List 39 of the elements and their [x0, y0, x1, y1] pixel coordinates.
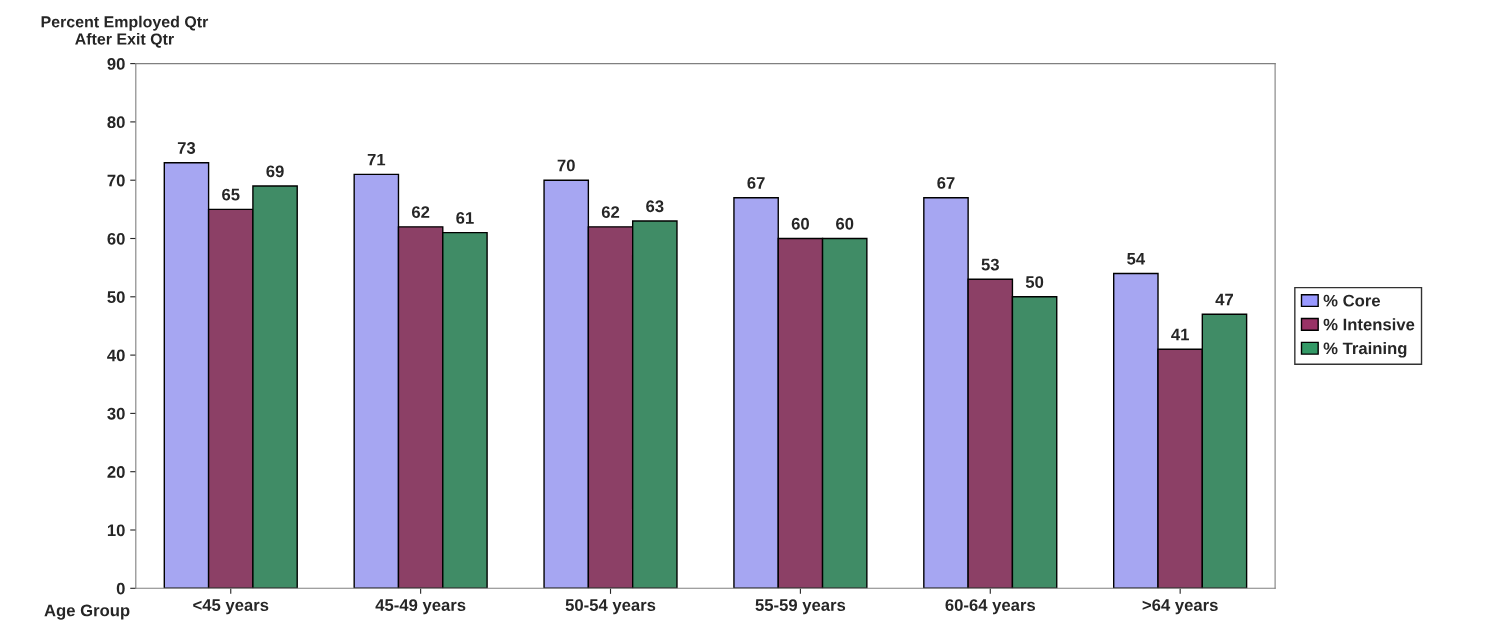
data-label: 53: [981, 258, 999, 271]
y-tick-label: 40: [107, 349, 125, 362]
data-label: 63: [646, 200, 664, 213]
y-tick-label: 0: [116, 582, 125, 595]
data-label: 41: [1171, 328, 1189, 341]
data-label: 67: [937, 177, 955, 189]
data-label: 54: [1127, 253, 1146, 265]
y-tick-label: 90: [107, 58, 125, 70]
legend-label: % Core: [1323, 294, 1381, 307]
data-label: 60: [836, 217, 854, 230]
data-label: 67: [747, 177, 765, 189]
data-label: 47: [1215, 293, 1234, 306]
data-label: 61: [456, 212, 474, 224]
data-label: 62: [601, 206, 620, 218]
x-tick-label: 55-59 years: [755, 599, 846, 615]
legend-label: % Intensive: [1323, 318, 1415, 331]
data-label: 65: [222, 188, 240, 201]
x-tick-label: 50-54 years: [565, 599, 656, 615]
x-axis-title: Age Group: [44, 604, 130, 620]
data-label: 69: [266, 165, 284, 178]
x-tick-label: 60-64 years: [945, 599, 1036, 615]
data-label: 50: [1025, 276, 1044, 288]
y-tick-label: 20: [107, 466, 125, 478]
y-tick-label: 70: [107, 174, 125, 187]
y-tick-label: 80: [107, 116, 125, 129]
x-tick-label: <45 years: [193, 599, 269, 615]
y-axis-title: Percent Employed Qtr After Exit Qtr: [41, 15, 209, 48]
data-label: 71: [367, 153, 386, 166]
x-tick-label: 45-49 years: [375, 599, 466, 615]
legend-label: % Training: [1323, 342, 1407, 358]
data-label: 60: [791, 217, 809, 230]
data-label: 70: [557, 159, 575, 172]
x-tick-label: >64 years: [1142, 599, 1218, 615]
y-tick-label: 30: [107, 407, 125, 420]
y-tick-label: 10: [107, 524, 125, 537]
data-label: 73: [177, 142, 196, 154]
y-tick-label: 60: [107, 232, 125, 245]
y-tick-label: 50: [107, 291, 125, 303]
data-label: 62: [411, 206, 430, 218]
